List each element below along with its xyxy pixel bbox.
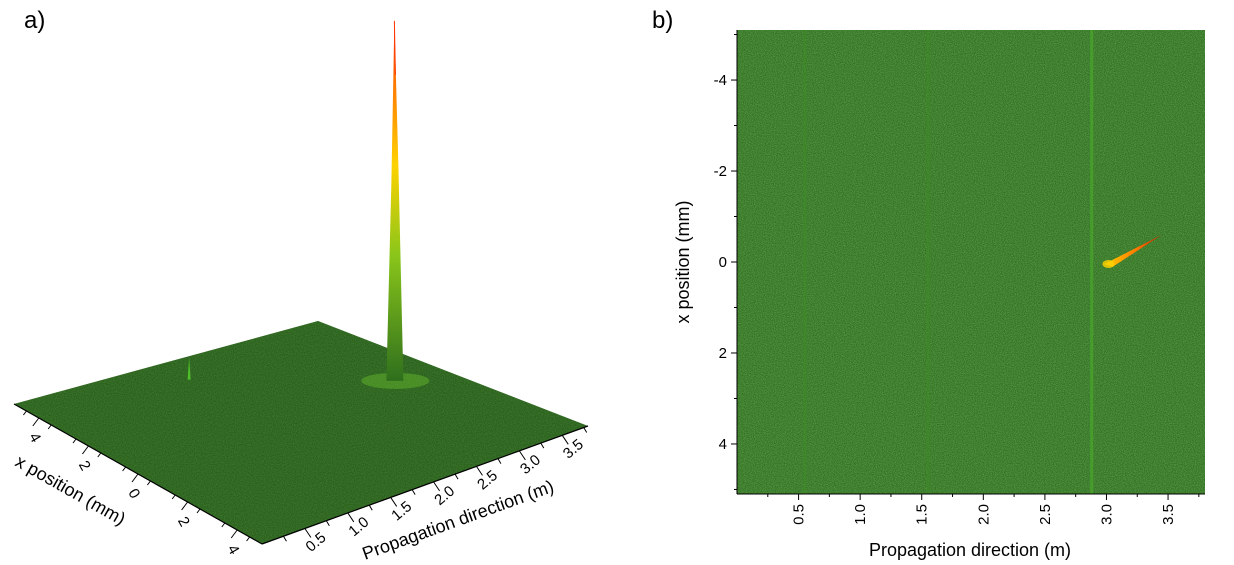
y-tick-label: -4 — [714, 72, 727, 89]
x-tick-label: 2.5 — [1037, 504, 1054, 525]
peak-layer — [187, 20, 430, 389]
y-tick-label: 0 — [719, 254, 727, 271]
propagation-tick — [561, 435, 569, 445]
x-position-tick — [32, 417, 40, 427]
x-position-minor-tick — [196, 508, 201, 514]
vertical-streak — [803, 30, 807, 494]
y-tick-label: -2 — [714, 163, 727, 180]
propagation-minor-tick — [583, 427, 588, 433]
vertical-streak — [1090, 30, 1094, 494]
panel-b-label: b) — [652, 7, 673, 34]
propagation-tick — [433, 481, 440, 492]
y-tick-label: 4 — [719, 436, 727, 453]
x-position-tick-label: 4 — [224, 542, 243, 558]
x-position-minor-tick — [122, 466, 126, 472]
propagation-minor-tick — [283, 535, 287, 542]
propagation-tick-label: 2.0 — [431, 483, 458, 509]
x-tick-label: 1.5 — [914, 504, 931, 525]
propagation-minor-tick — [540, 442, 545, 449]
x-position-minor-tick — [22, 410, 27, 416]
x-position-minor-tick — [97, 452, 102, 458]
x-position-tick-label: 2 — [174, 514, 193, 530]
propagation-minor-tick — [411, 489, 416, 495]
panel-b-heatmap-plot: 0.5 1.0 1.5 2.0 2.5 3.0 3.5 -4 -2 0 2 4 x position … — [673, 30, 1205, 560]
x-position-axis-title: x position (mm) — [12, 451, 129, 529]
heatmap-texture — [737, 30, 1205, 494]
x-tick-label: 1.0 — [852, 504, 869, 525]
main-peak — [386, 20, 404, 381]
main-peak-core — [1102, 260, 1115, 268]
propagation-minor-tick — [454, 473, 459, 480]
x-position-minor-tick — [146, 480, 151, 486]
main-peak-tip — [393, 20, 396, 75]
propagation-tick — [390, 497, 398, 507]
propagation-tick — [304, 528, 312, 538]
propagation-tick-label: 2.5 — [474, 467, 501, 493]
x-position-tick-label: 2 — [75, 458, 94, 474]
axis-layer: 0.5 1.0 1.5 2.0 2.5 3.0 3.5 -4 -2 0 2 4 — [714, 30, 1205, 525]
propagation-tick-label: 3.5 — [560, 436, 587, 462]
propagation-tick-label: 0.5 — [303, 529, 330, 555]
propagation-tick — [476, 466, 483, 476]
propagation-minor-tick — [325, 520, 330, 526]
panel-a-label: a) — [24, 7, 45, 34]
x-position-minor-tick — [246, 536, 251, 542]
peak-layer — [1102, 234, 1162, 268]
x-position-tick — [230, 529, 238, 539]
secondary-spike — [187, 357, 191, 380]
x-axis-title: Propagation direction (m) — [869, 540, 1071, 560]
x-tick-label: 3.5 — [1160, 504, 1177, 525]
x-position-tick — [131, 473, 139, 483]
propagation-tick-label: 1.5 — [388, 498, 415, 524]
x-tick-label: 0.5 — [791, 504, 808, 525]
propagation-tick — [518, 450, 526, 461]
propagation-minor-tick — [368, 504, 373, 511]
x-tick-label: 2.0 — [975, 504, 992, 525]
x-position-tick — [82, 445, 89, 455]
x-position-minor-tick — [72, 438, 77, 444]
panel-a-surface-plot: 0.5 1.0 1.5 2.0 2.5 3.0 3.5 4 2 0 2 4 x position (m… — [12, 20, 589, 564]
propagation-minor-tick — [497, 458, 502, 464]
propagation-axis-line — [261, 425, 589, 545]
vertical-streak — [926, 30, 930, 494]
x-position-tick-label: 0 — [124, 486, 143, 502]
y-axis-title: x position (mm) — [673, 200, 693, 323]
x-position-tick-label: 4 — [25, 430, 44, 446]
streak-layer — [803, 30, 1094, 494]
x-position-minor-tick — [47, 424, 52, 430]
x-position-minor-tick — [171, 494, 176, 500]
x-position-minor-tick — [221, 522, 226, 528]
y-tick-label: 2 — [719, 345, 727, 362]
propagation-tick-label: 1.0 — [345, 514, 372, 540]
propagation-tick — [347, 512, 355, 523]
x-position-tick — [181, 501, 189, 511]
main-peak — [1104, 234, 1162, 267]
surface-shading — [14, 321, 588, 544]
surface-texture — [14, 321, 588, 544]
x-tick-label: 3.0 — [1098, 504, 1115, 525]
propagation-tick-label: 3.0 — [517, 451, 544, 477]
